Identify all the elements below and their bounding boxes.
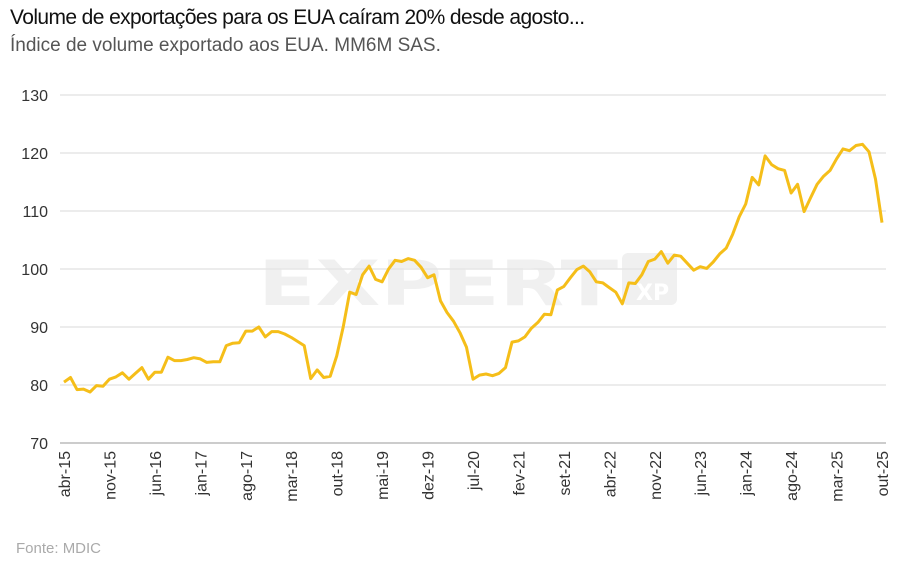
y-tick-label: 70	[30, 436, 48, 453]
x-tick-label: dez-19	[421, 451, 438, 500]
y-tick-label: 120	[21, 146, 48, 163]
y-tick-label: 110	[22, 204, 48, 221]
svg-text:XP: XP	[636, 281, 669, 306]
x-tick-label: jun-16	[148, 451, 165, 497]
chart-title: Volume de exportações para os EUA caíram…	[10, 6, 585, 29]
x-tick-label: jul-20	[466, 451, 483, 491]
x-tick-label: abr-15	[57, 451, 74, 497]
x-tick-label: out-25	[875, 451, 892, 496]
x-tick-label: fev-21	[511, 451, 528, 496]
x-tick-label: nov-15	[102, 451, 119, 500]
y-tick-label: 130	[21, 88, 48, 105]
svg-text:EXPERT: EXPERT	[258, 247, 618, 320]
x-tick-label: ago-17	[239, 451, 256, 501]
x-tick-label: jan-17	[193, 451, 210, 497]
series-line	[63, 142, 884, 394]
source-note: Fonte: MDIC	[16, 540, 102, 557]
x-tick-label: out-18	[330, 451, 347, 496]
x-tick-label: mar-18	[284, 451, 301, 502]
y-tick-label: 80	[30, 378, 48, 395]
y-tick-label: 100	[21, 262, 48, 279]
x-tick-label: jan-24	[739, 451, 756, 497]
x-tick-label: mai-19	[375, 451, 392, 500]
x-tick-label: set-21	[557, 451, 574, 496]
x-tick-label: jun-23	[693, 451, 710, 497]
x-tick-label: abr-22	[602, 451, 619, 497]
x-tick-label: mar-25	[830, 451, 847, 502]
watermark-logo: EXPERT XP	[258, 247, 677, 320]
x-tick-label: ago-24	[784, 451, 801, 501]
chart-subtitle: Índice de volume exportado aos EUA. MM6M…	[10, 35, 441, 56]
x-tick-label: nov-22	[648, 451, 665, 500]
y-tick-label: 90	[30, 320, 48, 337]
